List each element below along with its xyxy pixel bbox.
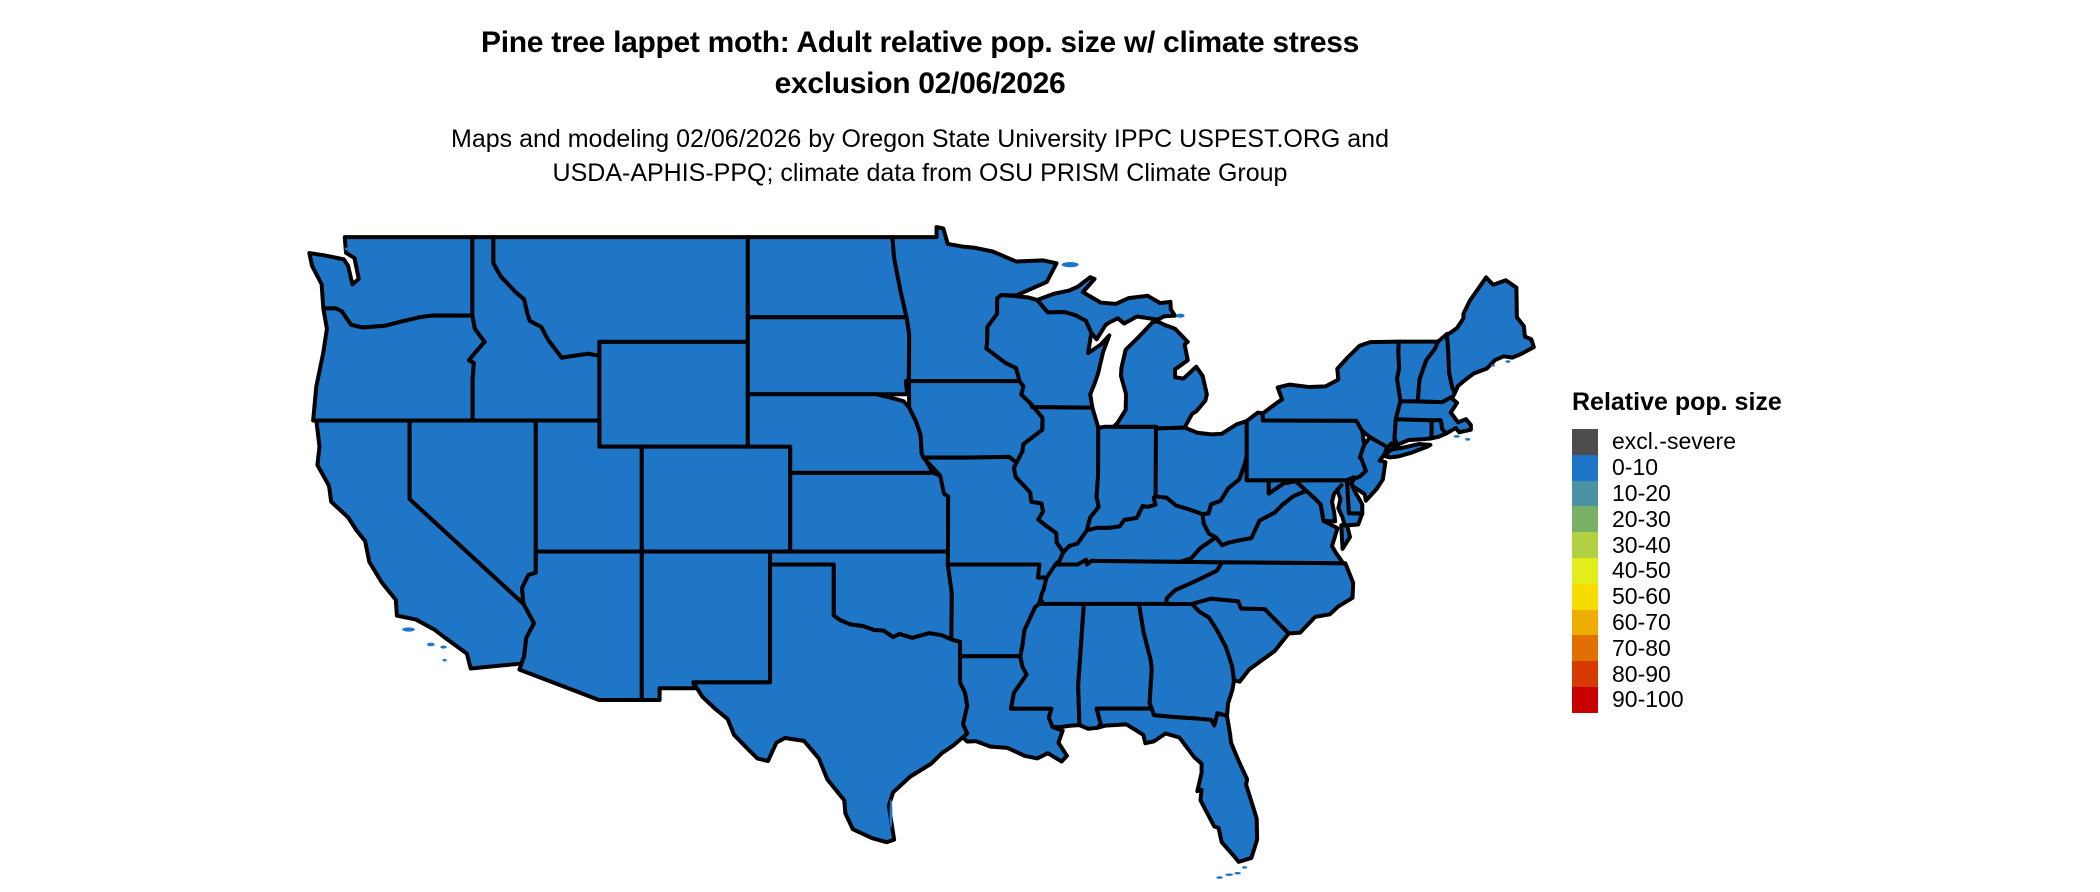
legend-swatch-90-100 <box>1572 686 1598 713</box>
legend-label-excl-severe: excl.-severe <box>1612 428 1736 455</box>
legend-title: Relative pop. size <box>1572 388 1782 416</box>
island-nantucket <box>1465 438 1471 441</box>
legend-label-60-70: 60-70 <box>1612 608 1671 635</box>
figure-subtitle: Maps and modeling 02/06/2026 by Oregon S… <box>0 122 1840 190</box>
legend-swatch-10-20 <box>1572 480 1598 507</box>
state-texas <box>693 565 967 843</box>
legend-label-50-60: 50-60 <box>1612 583 1671 610</box>
state-kansas <box>790 473 948 552</box>
state-maryland <box>1269 480 1363 525</box>
coastal-islands <box>344 247 1511 879</box>
state-arizona <box>519 551 641 700</box>
island-florida-keys-2 <box>1234 871 1241 875</box>
legend-item-30-40: 30-40 <box>1572 532 1782 558</box>
legend-label-90-100: 90-100 <box>1612 686 1684 713</box>
state-wyoming <box>599 342 747 447</box>
legend-label-30-40: 30-40 <box>1612 531 1671 558</box>
island-drummond <box>1176 313 1185 318</box>
figure-subtitle-line1: Maps and modeling 02/06/2026 by Oregon S… <box>451 125 1389 153</box>
state-oregon <box>313 308 485 420</box>
state-north-carolina <box>1166 562 1353 633</box>
state-south-dakota <box>748 317 909 394</box>
state-new-york-long-island <box>1385 444 1431 457</box>
legend-label-40-50: 40-50 <box>1612 557 1671 584</box>
island-maine-coast-2 <box>1490 364 1496 367</box>
island-san-juan <box>344 247 350 251</box>
legend-item-0-10: 0-10 <box>1572 454 1782 481</box>
legend-swatch-excl-severe <box>1572 429 1598 455</box>
island-padre-barrier <box>889 799 893 828</box>
legend-item-20-30: 20-30 <box>1572 505 1782 533</box>
legend-item-excl-severe: excl.-severe <box>1572 428 1782 455</box>
legend-label-20-30: 20-30 <box>1612 505 1671 532</box>
legend-swatch-50-60 <box>1572 583 1598 610</box>
legend-item-10-20: 10-20 <box>1572 480 1782 507</box>
legend-swatch-20-30 <box>1572 506 1598 533</box>
figure-subtitle-line2: USDA-APHIS-PPQ; climate data from OSU PR… <box>552 159 1288 187</box>
figure-title-line2: exclusion 02/06/2026 <box>774 67 1066 100</box>
legend-item-70-80: 70-80 <box>1572 634 1782 662</box>
state-north-dakota <box>748 237 907 317</box>
us-states <box>309 227 1533 862</box>
legend-swatch-70-80 <box>1572 635 1598 662</box>
state-florida <box>1097 709 1258 862</box>
state-virginia-eastern-shore <box>1341 524 1350 548</box>
legend-item-90-100: 90-100 <box>1572 686 1782 713</box>
legend-label-80-90: 80-90 <box>1612 660 1671 687</box>
island-channel-4 <box>442 658 447 662</box>
legend-item-60-70: 60-70 <box>1572 608 1782 636</box>
island-maine-coast-1 <box>1505 360 1511 363</box>
state-new-mexico <box>642 551 770 700</box>
legend-item-80-90: 80-90 <box>1572 661 1782 687</box>
island-channel-1 <box>402 627 415 632</box>
island-florida-keys-1 <box>1242 866 1248 869</box>
legend-swatch-0-10 <box>1572 454 1598 481</box>
legend-swatch-80-90 <box>1572 661 1598 687</box>
state-pennsylvania <box>1247 413 1366 481</box>
legend-label-70-80: 70-80 <box>1612 634 1671 661</box>
legend-swatch-40-50 <box>1572 557 1598 584</box>
figure-title: Pine tree lappet moth: Adult relative po… <box>0 22 1840 104</box>
legend-label-0-10: 0-10 <box>1612 454 1659 481</box>
figure-title-line1: Pine tree lappet moth: Adult relative po… <box>481 26 1359 59</box>
legend-item-50-60: 50-60 <box>1572 583 1782 610</box>
island-florida-keys-4 <box>1216 876 1223 879</box>
us-choropleth-map <box>293 224 1544 892</box>
state-maine <box>1447 277 1534 392</box>
island-channel-2 <box>427 642 435 647</box>
island-channel-3 <box>440 645 447 649</box>
island-marthas-vineyard <box>1453 435 1460 438</box>
island-isle-royale <box>1061 261 1079 268</box>
state-michigan-upper <box>1037 277 1175 339</box>
legend-item-40-50: 40-50 <box>1572 557 1782 584</box>
legend-label-10-20: 10-20 <box>1612 480 1671 506</box>
legend-swatch-60-70 <box>1572 609 1598 636</box>
legend: Relative pop. size excl.-severe 0-10 10-… <box>1572 388 1782 713</box>
state-colorado <box>642 447 790 552</box>
legend-swatch-30-40 <box>1572 532 1598 558</box>
island-florida-keys-3 <box>1225 873 1233 877</box>
state-michigan-lower <box>1114 321 1207 428</box>
